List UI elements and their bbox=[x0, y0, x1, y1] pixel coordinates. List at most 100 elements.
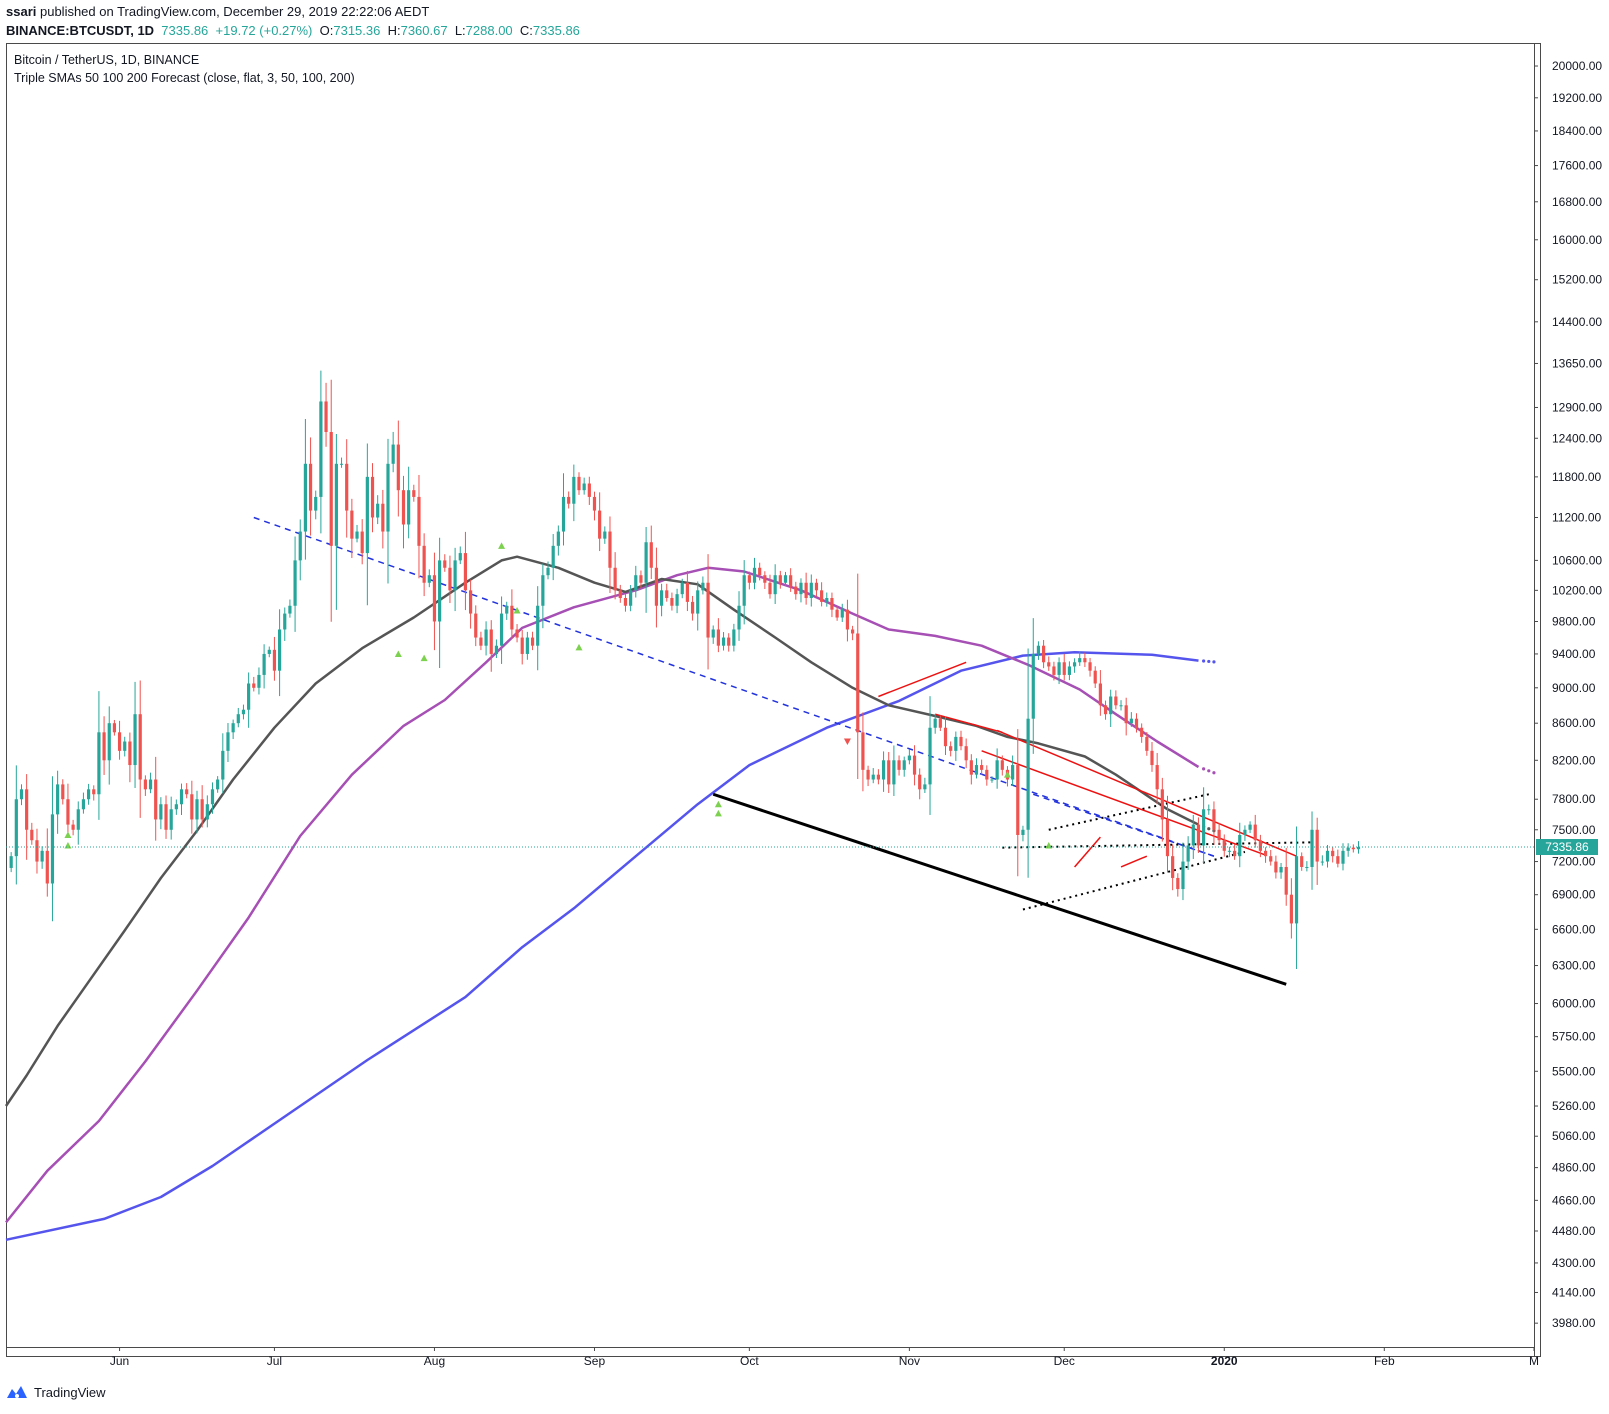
candle-body bbox=[391, 444, 395, 464]
candle-body bbox=[850, 629, 855, 634]
candle-body bbox=[200, 799, 204, 820]
candle-body bbox=[1098, 683, 1102, 706]
candle-body bbox=[458, 553, 462, 561]
candle-body bbox=[1212, 809, 1216, 830]
candle-body bbox=[474, 613, 478, 638]
candle-body bbox=[1274, 861, 1278, 873]
sma50-line bbox=[4, 555, 1200, 1107]
candle-body bbox=[716, 629, 720, 646]
trendline bbox=[934, 713, 1003, 734]
candle-body bbox=[809, 582, 813, 599]
candle-body bbox=[1315, 829, 1319, 862]
chart-header: ssari published on TradingView.com, Dece… bbox=[6, 2, 1206, 40]
price-tick-label: 17600.00 bbox=[1552, 159, 1602, 173]
candle-body bbox=[76, 809, 80, 830]
candle-body bbox=[964, 746, 968, 761]
candle-body bbox=[308, 463, 313, 511]
tradingview-logo-icon[interactable] bbox=[6, 1384, 28, 1400]
low-label: L: bbox=[454, 23, 466, 38]
tradingview-brand[interactable]: TradingView bbox=[34, 1384, 106, 1400]
candle-body bbox=[1217, 829, 1221, 841]
candle-body bbox=[128, 741, 132, 766]
time-tick-label: 2020 bbox=[1211, 1354, 1238, 1368]
candle-body bbox=[546, 567, 550, 576]
candle-body bbox=[665, 590, 669, 599]
candle-body bbox=[706, 582, 710, 638]
candle-body bbox=[592, 496, 597, 511]
candle-body bbox=[314, 496, 318, 511]
candle-body bbox=[252, 683, 256, 688]
candle-body bbox=[1176, 877, 1180, 890]
price-tick-label: 20000.00 bbox=[1552, 59, 1602, 73]
candle-body bbox=[969, 760, 973, 775]
candle-body bbox=[685, 582, 690, 602]
time-axis[interactable]: Jun Jul Aug Sep Oct Nov Dec 2020 Feb M bbox=[110, 1347, 1539, 1368]
candle-body bbox=[1263, 850, 1268, 857]
candle-body bbox=[123, 741, 127, 751]
candle-body bbox=[468, 590, 473, 614]
legend-title[interactable]: Bitcoin / TetherUS, 1D, BINANCE bbox=[14, 53, 200, 67]
candle-body bbox=[1284, 866, 1288, 895]
candle-body bbox=[174, 804, 178, 810]
candle-body bbox=[912, 755, 917, 775]
price-axis[interactable]: 20000.00 19200.00 18400.00 17600.00 16800.00… bbox=[1534, 59, 1602, 1330]
candle-body bbox=[339, 463, 344, 465]
candle-body bbox=[1232, 850, 1237, 857]
candle-body bbox=[1186, 845, 1190, 862]
price-tick-label: 6900.00 bbox=[1552, 888, 1596, 902]
candle-body bbox=[634, 575, 638, 591]
candle-body bbox=[1356, 846, 1361, 850]
candle-body bbox=[432, 575, 437, 622]
buy-signal-marker bbox=[1003, 771, 1011, 778]
candle-body bbox=[711, 629, 715, 638]
candle-body bbox=[14, 799, 18, 857]
candle-body bbox=[1171, 856, 1175, 878]
candle-body bbox=[598, 510, 602, 539]
candle-body bbox=[830, 598, 834, 610]
trendline bbox=[1033, 793, 1215, 857]
candle-body bbox=[102, 732, 106, 761]
candles-layer bbox=[9, 370, 1361, 970]
candle-body bbox=[1119, 705, 1123, 707]
candle-body bbox=[1052, 666, 1056, 675]
candle-body bbox=[659, 590, 664, 606]
candle-body bbox=[35, 840, 39, 862]
candle-body bbox=[840, 609, 844, 618]
candle-body bbox=[536, 605, 540, 646]
candle-body bbox=[907, 755, 911, 761]
trendline bbox=[878, 661, 967, 698]
time-tick-label: Jul bbox=[267, 1354, 282, 1368]
publisher-name[interactable]: ssari bbox=[6, 4, 37, 19]
candle-body bbox=[789, 575, 793, 587]
candle-body bbox=[1222, 840, 1226, 851]
sma100-line-forecast-dot bbox=[1212, 771, 1216, 775]
candle-body bbox=[216, 779, 220, 790]
candle-body bbox=[396, 444, 400, 491]
time-tick-label: Nov bbox=[899, 1354, 920, 1368]
sma200-line-forecast-dot bbox=[1212, 660, 1216, 664]
candle-body bbox=[1031, 653, 1035, 719]
price-tick-label: 12400.00 bbox=[1552, 431, 1602, 445]
candle-body bbox=[360, 531, 364, 554]
sma200-line bbox=[5, 651, 1199, 1242]
candle-body bbox=[1021, 829, 1025, 835]
candle-body bbox=[1145, 736, 1149, 751]
candle-body bbox=[825, 598, 829, 602]
legend-indicator[interactable]: Triple SMAs 50 100 200 Forecast (close, … bbox=[14, 71, 355, 85]
candle-body bbox=[701, 582, 705, 591]
price-tick-label: 8600.00 bbox=[1552, 716, 1596, 730]
trendline bbox=[981, 750, 1266, 856]
candle-body bbox=[92, 789, 96, 795]
candle-body bbox=[618, 590, 622, 599]
candle-body bbox=[412, 490, 416, 497]
candle-body bbox=[443, 560, 447, 568]
candle-body bbox=[675, 594, 679, 606]
candle-body bbox=[293, 560, 297, 606]
candle-body bbox=[856, 633, 860, 733]
price-tick-label: 9400.00 bbox=[1552, 647, 1596, 661]
candle-body bbox=[727, 637, 731, 646]
price-tick-label: 6000.00 bbox=[1552, 997, 1596, 1011]
candle-body bbox=[226, 732, 230, 751]
candle-body bbox=[350, 510, 354, 539]
